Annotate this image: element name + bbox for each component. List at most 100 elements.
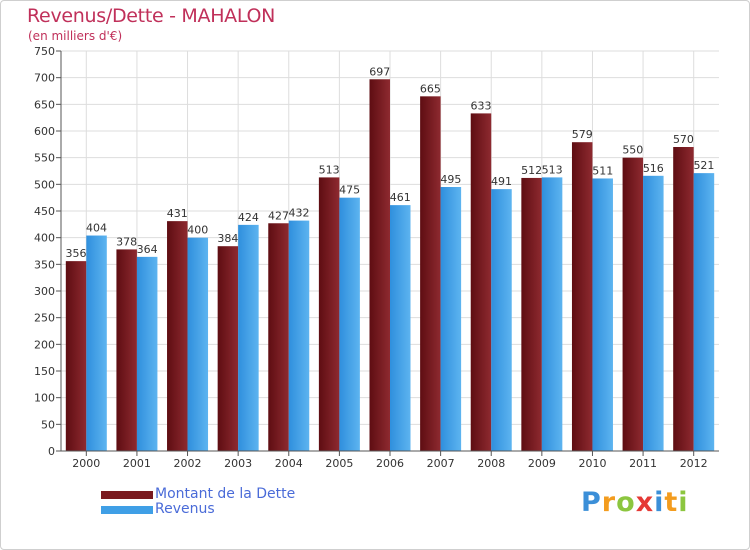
y-tick-label: 700 — [34, 72, 55, 85]
y-tick-label: 50 — [41, 418, 55, 431]
value-label-revenue: 404 — [86, 222, 107, 235]
logo-letter: i — [654, 487, 665, 518]
bar-debt — [622, 157, 644, 451]
legend-swatch-revenue — [101, 506, 153, 514]
x-tick-label: 2000 — [72, 457, 100, 470]
value-label-debt: 697 — [369, 65, 390, 78]
bar-revenue — [288, 220, 310, 451]
y-tick-label: 300 — [34, 285, 55, 298]
value-label-revenue: 461 — [390, 191, 411, 204]
y-tick-label: 500 — [34, 178, 55, 191]
value-label-revenue: 495 — [440, 173, 461, 186]
labels-layer: 0 50 100 150 200 250 300 350 400 450 500 550 600 650 7… — [34, 45, 714, 470]
x-tick-label: 2003 — [224, 457, 252, 470]
value-label-revenue: 491 — [491, 175, 512, 188]
y-tick-label: 350 — [34, 258, 55, 271]
value-label-debt: 431 — [167, 207, 188, 220]
value-label-debt: 570 — [673, 133, 694, 146]
x-tick-label: 2001 — [123, 457, 151, 470]
y-tick-label: 600 — [34, 125, 55, 138]
bar-revenue — [86, 235, 107, 451]
bar-debt — [65, 261, 87, 451]
bar-debt — [217, 246, 239, 451]
value-label-debt: 633 — [470, 99, 491, 112]
bar-revenue — [187, 237, 209, 451]
axis-layer — [56, 50, 719, 456]
bar-revenue — [592, 178, 613, 451]
value-label-revenue: 521 — [693, 159, 714, 172]
value-label-debt: 384 — [217, 232, 238, 245]
bar-debt — [521, 177, 542, 451]
y-tick-label: 550 — [34, 152, 55, 165]
bar-debt — [369, 79, 390, 452]
x-tick-label: 2005 — [325, 457, 353, 470]
value-label-revenue: 475 — [339, 184, 360, 197]
bars-layer — [65, 79, 715, 452]
value-label-revenue: 400 — [187, 224, 208, 237]
bar-debt — [470, 113, 492, 452]
bar-revenue — [136, 256, 158, 451]
bar-revenue — [339, 197, 360, 451]
logo-letter: P — [581, 487, 602, 518]
y-tick-label: 750 — [34, 45, 55, 58]
bar-revenue — [541, 177, 563, 451]
x-tick-label: 2002 — [174, 457, 202, 470]
bar-revenue — [238, 224, 259, 451]
logo-letter: x — [635, 487, 655, 518]
value-label-revenue: 511 — [592, 164, 613, 177]
bar-debt — [116, 249, 137, 451]
value-label-debt: 356 — [66, 247, 87, 260]
logo-letter: t — [664, 487, 679, 518]
x-tick-label: 2009 — [528, 457, 556, 470]
logo-letter: r — [601, 487, 617, 518]
proxiti-logo: Proxiti — [581, 487, 689, 518]
y-tick-label: 100 — [34, 392, 55, 405]
value-label-debt: 513 — [319, 163, 340, 176]
legend-label-debt: Montant de la Dette — [155, 486, 296, 502]
value-label-debt: 378 — [116, 235, 137, 248]
y-tick-label: 250 — [34, 312, 55, 325]
bar-revenue — [491, 189, 512, 451]
value-label-debt: 579 — [572, 128, 593, 141]
x-tick-label: 2011 — [629, 457, 657, 470]
value-label-debt: 512 — [521, 164, 542, 177]
y-tick-label: 450 — [34, 205, 55, 218]
bar-debt — [673, 147, 694, 451]
bar-revenue — [643, 175, 664, 452]
bar-debt — [318, 177, 340, 451]
value-label-debt: 665 — [420, 82, 441, 95]
value-label-revenue: 432 — [289, 207, 310, 220]
logo-letter: o — [616, 487, 636, 518]
bar-debt — [268, 223, 289, 451]
x-tick-label: 2004 — [275, 457, 303, 470]
legend-label-revenue: Revenus — [155, 501, 215, 517]
y-tick-label: 400 — [34, 232, 55, 245]
value-label-revenue: 364 — [137, 243, 158, 256]
value-label-debt: 427 — [268, 209, 289, 222]
value-label-revenue: 516 — [643, 162, 664, 175]
bar-revenue — [693, 173, 715, 451]
value-label-debt: 550 — [622, 144, 643, 157]
chart-subtitle: (en milliers d'€) — [28, 29, 123, 43]
y-tick-label: 0 — [48, 445, 55, 458]
y-tick-label: 650 — [34, 98, 55, 111]
x-tick-label: 2010 — [578, 457, 606, 470]
x-tick-label: 2006 — [376, 457, 404, 470]
bar-revenue — [390, 205, 411, 451]
bar-debt — [571, 142, 593, 451]
value-label-revenue: 424 — [238, 211, 259, 224]
chart-title: Revenus/Dette - MAHALON — [27, 5, 276, 27]
bar-debt — [167, 221, 188, 451]
legend-swatch-debt — [101, 491, 153, 499]
y-tick-label: 200 — [34, 338, 55, 351]
bar-revenue — [440, 187, 462, 451]
bar-debt — [420, 96, 441, 451]
logo-letter: i — [678, 487, 689, 518]
y-tick-label: 150 — [34, 365, 55, 378]
x-tick-label: 2008 — [477, 457, 505, 470]
x-tick-label: 2007 — [427, 457, 455, 470]
value-label-revenue: 513 — [542, 163, 563, 176]
x-tick-label: 2012 — [680, 457, 708, 470]
